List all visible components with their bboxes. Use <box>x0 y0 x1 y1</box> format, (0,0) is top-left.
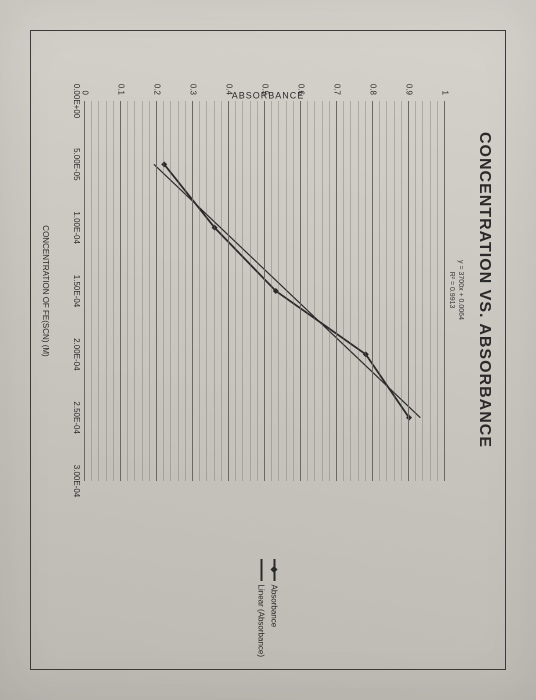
gridline-minor <box>322 101 323 481</box>
x-tick-label: 1.00E-04 <box>72 211 81 243</box>
gridline-minor <box>98 101 99 481</box>
gridline-major <box>228 101 229 481</box>
gridline-minor <box>250 101 251 481</box>
legend-line-icon <box>257 559 267 581</box>
x-tick-label: 3.00E-04 <box>72 465 81 497</box>
legend-item-linear: Linear (Absorbance) <box>257 559 267 657</box>
y-tick-label: 0.6 <box>297 84 306 95</box>
y-tick-label: 0.9 <box>405 84 414 95</box>
gridline-major <box>264 101 265 481</box>
gridline-minor <box>242 101 243 481</box>
gridline-minor <box>343 101 344 481</box>
gridline-minor <box>394 101 395 481</box>
gridline-minor <box>293 101 294 481</box>
gridline-major <box>444 101 445 481</box>
gridline-minor <box>185 101 186 481</box>
gridline-minor <box>365 101 366 481</box>
gridline-major <box>300 101 301 481</box>
gridline-minor <box>415 101 416 481</box>
gridline-minor <box>329 101 330 481</box>
legend-label: Absorbance <box>270 585 279 628</box>
gridline-minor <box>350 101 351 481</box>
gridline-minor <box>235 101 236 481</box>
gridline-minor <box>170 101 171 481</box>
y-tick-label: 0.4 <box>225 84 234 95</box>
gridline-minor <box>113 101 114 481</box>
gridline-minor <box>358 101 359 481</box>
gridline-minor <box>91 101 92 481</box>
gridline-minor <box>278 101 279 481</box>
y-tick-label: 0.2 <box>153 84 162 95</box>
gridline-minor <box>127 101 128 481</box>
gridline-major <box>408 101 409 481</box>
regression-equation: y = 3700x + 0.0064 R² = 0.9913 <box>447 31 465 549</box>
gridline-minor <box>257 101 258 481</box>
gridline-minor <box>214 101 215 481</box>
plot-area: 00.10.20.30.40.50.60.70.80.910.00E+005.0… <box>85 101 445 481</box>
chart-frame: CONCENTRATION VS. ABSORBANCE y = 3700x +… <box>30 30 506 670</box>
gridline-minor <box>386 101 387 481</box>
gridline-minor <box>221 101 222 481</box>
gridline-minor <box>142 101 143 481</box>
gridline-minor <box>106 101 107 481</box>
x-axis-title: CONCENTRATION OF FE(SCN) (M) <box>41 101 50 481</box>
equation-line-2: R² = 0.9913 <box>447 31 456 549</box>
y-tick-label: 0.8 <box>369 84 378 95</box>
gridline-minor <box>307 101 308 481</box>
gridline-major <box>336 101 337 481</box>
gridline-minor <box>134 101 135 481</box>
gridline-major <box>120 101 121 481</box>
gridline-minor <box>178 101 179 481</box>
gridline-minor <box>379 101 380 481</box>
gridline-minor <box>422 101 423 481</box>
gridline-minor <box>163 101 164 481</box>
plot-svg <box>85 101 445 481</box>
legend-item-absorbance: Absorbance <box>270 559 280 657</box>
x-tick-label: 2.00E-04 <box>72 338 81 370</box>
gridline-major <box>156 101 157 481</box>
gridline-minor <box>199 101 200 481</box>
chart-title: CONCENTRATION VS. ABSORBANCE <box>475 31 493 549</box>
gridline-minor <box>401 101 402 481</box>
x-tick-label: 0.00E+00 <box>72 84 81 118</box>
gridline-minor <box>430 101 431 481</box>
gridline-major <box>192 101 193 481</box>
y-tick-label: 0.1 <box>117 84 126 95</box>
gridline-minor <box>314 101 315 481</box>
x-tick-label: 5.00E-05 <box>72 148 81 180</box>
y-tick-label: 0.3 <box>189 84 198 95</box>
gridline-minor <box>271 101 272 481</box>
legend-label: Linear (Absorbance) <box>257 585 266 657</box>
gridline-minor <box>286 101 287 481</box>
gridline-minor <box>437 101 438 481</box>
equation-line-1: y = 3700x + 0.0064 <box>456 31 465 549</box>
gridline-minor <box>206 101 207 481</box>
y-tick-label: 0.5 <box>261 84 270 95</box>
photographed-page: CONCENTRATION VS. ABSORBANCE y = 3700x +… <box>0 0 536 700</box>
legend-marker-icon <box>270 559 280 581</box>
gridline-minor <box>149 101 150 481</box>
y-tick-label: 1 <box>441 91 450 95</box>
x-tick-label: 1.50E-04 <box>72 275 81 307</box>
x-tick-label: 2.50E-04 <box>72 401 81 433</box>
gridline-major <box>372 101 373 481</box>
trend-line <box>154 164 420 417</box>
y-tick-label: 0.7 <box>333 84 342 95</box>
legend: Absorbance Linear (Absorbance) <box>254 559 283 657</box>
y-tick-label: 0 <box>81 91 90 95</box>
gridline-major <box>84 101 85 481</box>
